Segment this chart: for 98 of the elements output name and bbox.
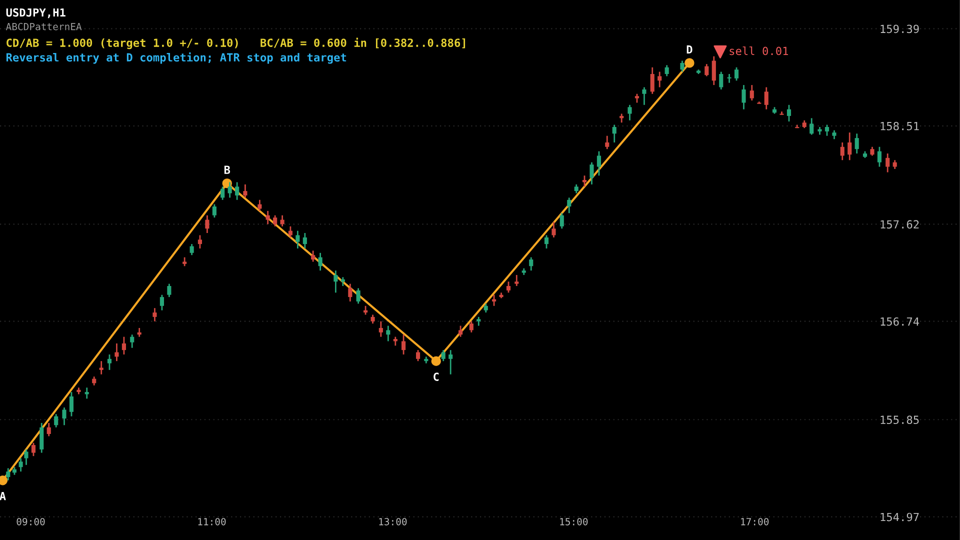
candlestick (205, 214, 210, 234)
candlestick (114, 342, 119, 362)
candlestick (122, 336, 126, 356)
candlestick (334, 270, 338, 294)
annotation: D (686, 45, 692, 54)
candlestick (62, 406, 66, 426)
y-tick-label: 159.39 (880, 24, 919, 34)
candlestick (704, 63, 709, 77)
candlestick (243, 184, 248, 198)
candlestick (441, 349, 446, 362)
candlestick (402, 334, 406, 356)
candlestick (160, 294, 164, 311)
text: ABCDPatternEA (6, 22, 82, 30)
candlestick (311, 250, 316, 262)
annotation: C (434, 372, 439, 381)
candlestick (54, 413, 58, 428)
candlestick (212, 204, 216, 218)
candlestick (605, 135, 610, 150)
candlestick (552, 221, 556, 238)
candlestick (877, 146, 882, 168)
candlestick (529, 256, 534, 272)
candlestick (40, 422, 44, 454)
candlestick (854, 132, 859, 154)
candlestick (152, 307, 157, 322)
x-tick-label: 11:00 (198, 518, 226, 526)
candlestick (46, 422, 51, 437)
candlestick (266, 210, 270, 225)
candlestick (886, 152, 890, 173)
annotation: B (224, 166, 230, 174)
candlestick (712, 56, 716, 86)
y-tick-label: 157.62 (880, 220, 919, 229)
candlestick (727, 73, 732, 84)
candlestick (786, 104, 792, 122)
candlestick (848, 132, 852, 161)
candlestick (296, 230, 300, 250)
candlestick (198, 234, 202, 250)
candlestick (642, 86, 646, 106)
candlestick (612, 124, 616, 144)
candlestick (356, 288, 360, 304)
candlestick (416, 349, 420, 362)
candlestick (840, 142, 844, 161)
point (431, 356, 441, 366)
candlestick (107, 354, 112, 371)
candlestick (458, 325, 463, 338)
y-tick-label: 156.74 (880, 317, 920, 326)
candlestick (228, 182, 232, 198)
candlestick (130, 334, 134, 349)
y-tick-label: 155.85 (880, 416, 919, 424)
candlestick (650, 66, 654, 95)
candlestick (658, 71, 662, 88)
candlestick (750, 84, 754, 102)
candlestick (31, 442, 36, 457)
text: USDJPY,H1 (6, 8, 66, 18)
candlestick (69, 391, 74, 418)
candlestick (99, 360, 104, 376)
annotation: A (0, 492, 6, 500)
candlestick (514, 274, 519, 287)
candlestick (167, 283, 172, 298)
candlestick (560, 212, 564, 230)
candlestick (6, 468, 10, 482)
candlestick (378, 320, 383, 338)
y-tick-label: 154.97 (880, 512, 919, 522)
candlestick (348, 283, 352, 302)
candlestick (469, 320, 474, 334)
x-tick-label: 17:00 (741, 518, 769, 526)
candlestick (190, 243, 194, 256)
x-tick-label: 13:00 (379, 518, 407, 526)
candlestick (544, 234, 549, 250)
annotation: sell 0.01 (730, 46, 788, 56)
candlestick (764, 86, 768, 110)
y-tick-label: 158.51 (880, 122, 919, 130)
candlestick (664, 64, 669, 77)
candlestick (318, 252, 322, 272)
candlestick (302, 232, 307, 250)
point (714, 45, 727, 58)
candlestick (680, 60, 684, 72)
candlestick (448, 349, 453, 376)
candlestick (235, 182, 240, 201)
x-tick-label: 15:00 (560, 518, 588, 526)
annotation: CD/AB = 1.000 (target 1.0 +/- 0.10) BC/AB = 0.600 in [0.382..0.886] (6, 38, 466, 50)
annotation: Reversal entry at D completion; ATR stop and target (6, 52, 346, 64)
candlestick (386, 325, 390, 342)
candlestick (628, 104, 632, 122)
candlestick (719, 71, 724, 90)
candlestick (24, 448, 28, 466)
point (684, 58, 694, 68)
candlestick (734, 66, 739, 82)
candlestick (590, 162, 594, 186)
candlestick (273, 214, 278, 228)
candlestick (810, 117, 814, 136)
candlestick (567, 196, 572, 214)
candlestick (824, 124, 830, 137)
candlestick (18, 458, 23, 472)
x-tick-label: 09:00 (16, 518, 45, 526)
candlestick (596, 150, 602, 176)
candlestick (506, 280, 511, 294)
candlestick (220, 186, 225, 201)
candlestick (742, 84, 746, 110)
